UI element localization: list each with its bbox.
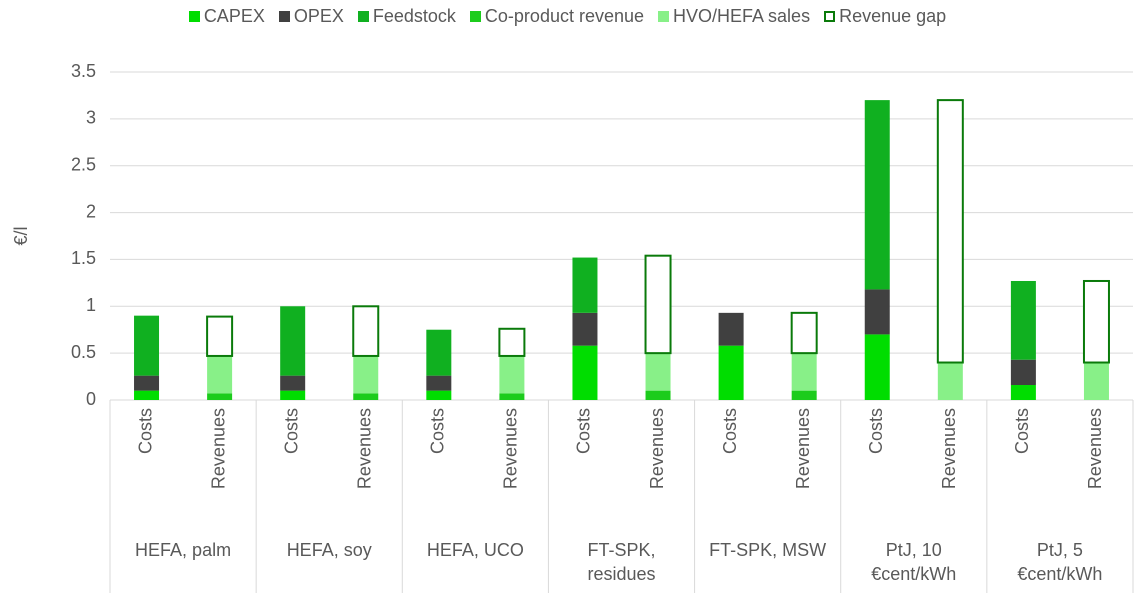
legend-item: Feedstock (357, 6, 456, 27)
bar-segment (1010, 385, 1036, 400)
bar-segment (718, 312, 744, 346)
bar-segment (1010, 280, 1036, 360)
bar-segment (134, 390, 160, 400)
bar-segment (644, 254, 672, 355)
y-tick-label: 2.5 (71, 154, 96, 174)
bar-segment (864, 100, 890, 290)
x-tick-label: Revenues (355, 408, 375, 489)
bar-segment (1082, 279, 1110, 364)
x-tick-label: Costs (720, 408, 740, 454)
bar-segment (134, 375, 160, 391)
bar-segment (645, 390, 671, 400)
bar-segment (134, 315, 160, 376)
x-tick-label: Costs (281, 408, 301, 454)
y-tick-label: 2 (86, 201, 96, 221)
bar-segment (426, 390, 452, 400)
legend-swatch (278, 11, 290, 22)
legend-item: CAPEX (188, 6, 265, 27)
y-axis-label: €/l (11, 226, 31, 245)
legend-label: OPEX (293, 6, 344, 26)
legend-swatch (188, 11, 200, 22)
legend-label: CAPEX (203, 6, 265, 26)
group-label: PtJ, 5 €cent/kWh (1017, 540, 1103, 584)
legend-item: HVO/HEFA sales (658, 6, 810, 27)
bar-segment (499, 393, 525, 400)
legend-swatch (469, 11, 481, 22)
legend-item: Revenue gap (824, 6, 946, 27)
x-tick-label: Revenues (1085, 408, 1105, 489)
bar-segment (353, 355, 379, 394)
y-tick-label: 0 (86, 389, 96, 409)
legend-label: Revenue gap (839, 6, 947, 26)
bar-segment (572, 257, 598, 313)
x-tick-label: Revenues (647, 408, 667, 489)
x-tick-label: Revenues (793, 408, 813, 489)
bar-segment (572, 345, 598, 400)
bar-segment (280, 375, 306, 391)
group-label: HEFA, UCO (426, 540, 524, 560)
legend-swatch (658, 11, 670, 22)
group-label: HEFA, soy (286, 540, 372, 560)
bar-segment (645, 353, 671, 391)
bar-segment (1083, 362, 1109, 400)
y-tick-label: 1 (86, 295, 96, 315)
bar-segment (498, 327, 526, 357)
x-tick-label: Costs (1012, 408, 1032, 454)
bar-segment (791, 390, 817, 400)
group-label: PtJ, 10 €cent/kWh (871, 540, 957, 584)
legend-label: Feedstock (372, 6, 456, 26)
bar-segment (937, 362, 963, 400)
bar-segment (353, 393, 379, 400)
x-tick-label: Revenues (939, 408, 959, 489)
group-label: HEFA, palm (135, 540, 232, 560)
x-tick-label: Costs (866, 408, 886, 454)
y-tick-label: 1.5 (71, 248, 96, 268)
x-tick-label: Costs (135, 408, 155, 454)
legend-item: Co-product revenue (469, 6, 645, 27)
legend-label: HVO/HEFA sales (673, 6, 811, 26)
legend: CAPEX OPEX Feedstock Co-product revenue HVO/… (0, 6, 1135, 27)
bar-segment (207, 355, 233, 394)
bar-segment (426, 329, 452, 376)
bar-segment (280, 306, 306, 376)
bar-segment (426, 375, 452, 391)
y-tick-label: 0.5 (71, 342, 96, 362)
bar-segment (790, 311, 818, 355)
group-label: FT-SPK, residues (587, 540, 656, 584)
x-tick-label: Costs (428, 408, 448, 454)
legend-swatch (824, 11, 836, 22)
legend-item: OPEX (278, 6, 344, 27)
bar-segment (206, 315, 234, 357)
y-tick-label: 3 (86, 108, 96, 128)
bar-segment (280, 390, 306, 400)
group-label: FT-SPK, MSW (709, 540, 827, 560)
bar-segment (1010, 359, 1036, 386)
bar-segment (791, 353, 817, 391)
bar-segment (352, 305, 380, 357)
bar-segment (936, 99, 964, 364)
legend-label: Co-product revenue (484, 6, 645, 26)
bar-segment (864, 289, 890, 335)
bar-segment (864, 334, 890, 400)
bar-segment (207, 393, 233, 400)
x-tick-label: Costs (574, 408, 594, 454)
legend-swatch (357, 11, 369, 22)
bar-segment (499, 355, 525, 394)
x-tick-label: Revenues (208, 408, 228, 489)
bar-segment (718, 345, 744, 400)
x-tick-label: Revenues (501, 408, 521, 489)
y-tick-label: 3.5 (71, 61, 96, 81)
bar-segment (572, 312, 598, 346)
